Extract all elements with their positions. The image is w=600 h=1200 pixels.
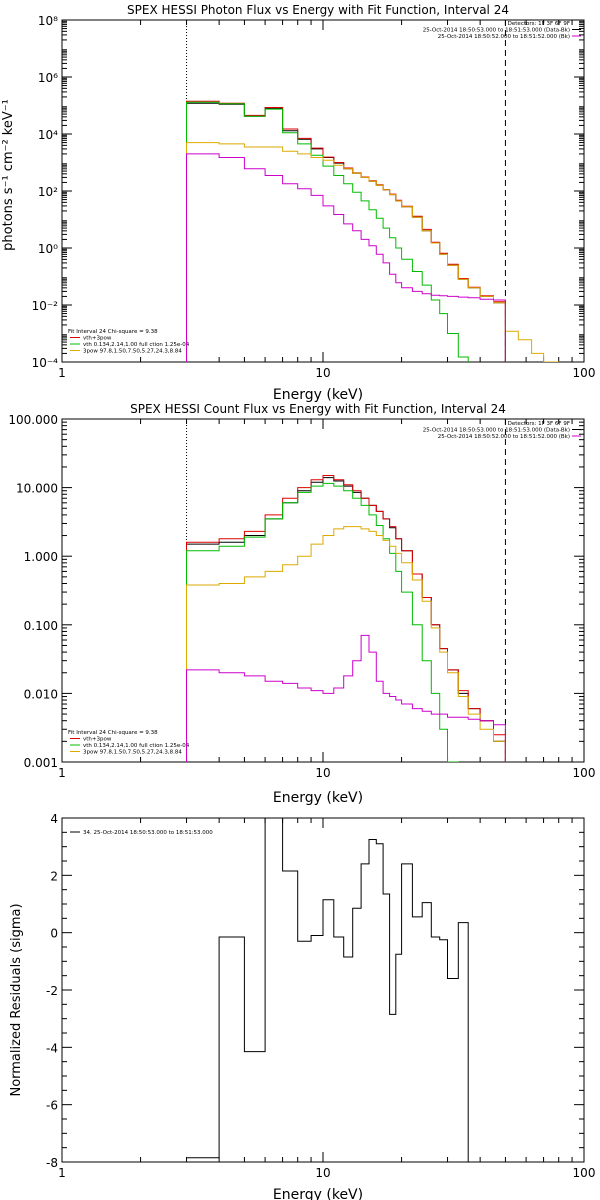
photon-flux-y-tick-label: 10⁴: [38, 128, 58, 142]
count-flux-series-vth: [186, 482, 459, 762]
photon-flux-plot-area: 1 10 100 10⁻⁴ 10⁻² 10⁰ 10² 10⁴ 10⁶ 10⁸: [32, 14, 596, 380]
residuals-xlabel: Energy (keV): [273, 1187, 363, 1200]
photon-flux-legend-text: vth 0.134,2.14,1.00 full ction 1.25e-04: [83, 342, 190, 348]
photon-flux-y-tick-label: 10⁻²: [32, 299, 59, 313]
photon-flux-y-tick-label: 10⁻⁴: [32, 356, 59, 370]
count-flux-series-vth-3pow: [186, 475, 506, 762]
photon-flux-legend: Fit Interval 24 Chi-square = 9.38vth+3po…: [68, 329, 190, 355]
count-flux-y-tick-label: 1.000: [24, 550, 58, 564]
residuals-axes-frame: [61, 817, 585, 1163]
count-flux-title: SPEX HESSI Count Flux vs Energy with Fit…: [130, 402, 506, 416]
count-flux-info-line: 25-Oct-2014 18:50:52.000 to 18:51:52.000…: [438, 434, 570, 440]
photon-flux-series-bk: [186, 153, 506, 362]
residuals-y-tick-label: -6: [46, 1099, 58, 1113]
count-flux-legend-text: Fit Interval 24 Chi-square = 9.38: [68, 730, 158, 736]
count-flux-y-tick-label: 100.000: [8, 413, 58, 427]
photon-flux-y-tick-label: 10⁰: [38, 242, 58, 256]
count-flux-x-tick-label: 10: [315, 766, 330, 780]
photon-flux-legend-text: Fit Interval 24 Chi-square = 9.38: [68, 329, 158, 335]
count-flux-plot-area: 1 10 100 0.001 0.010 0.100 1.000 10.000 100.000: [8, 413, 596, 780]
residuals-x-tick-label: 10: [315, 1166, 330, 1180]
residuals-y-tick-label: 4: [50, 812, 58, 826]
count-flux-x-tick-label: 1: [58, 766, 66, 780]
photon-flux-info-line: Detectors: 1F 3F 6F 9F: [508, 21, 570, 27]
photon-flux-series-3pow: [186, 142, 560, 362]
residuals-x-tick-label: 1: [58, 1166, 66, 1180]
photon-flux-legend-text: vth+3pow: [83, 336, 112, 342]
photon-flux-x-tick-label: 1: [58, 366, 66, 380]
count-flux-legend-text: 3pow 97.8,1.50,7.50,5.27,24.3,8.84: [83, 750, 182, 756]
photon-flux-series-vth-3pow: [186, 100, 506, 362]
count-flux-panel: SPEX HESSI Count Flux vs Energy with Fit…: [8, 402, 596, 806]
count-flux-info-line: 25-Oct-2014 18:50:53.000 to 18:51:53.000…: [423, 428, 570, 434]
residuals-legend: 34. 25-Oct-2014 18:50:53.000 to 18:51:53…: [70, 830, 213, 836]
residuals-series-residuals: [186, 818, 469, 1162]
count-flux-xlabel: Energy (keV): [273, 790, 363, 806]
residuals-x-tick-label: 100: [573, 1166, 596, 1180]
count-flux-legend: Fit Interval 24 Chi-square = 9.38vth+3po…: [68, 730, 190, 756]
photon-flux-series-data-bk: [186, 102, 506, 362]
residuals-y-tick-label: 0: [50, 927, 58, 941]
photon-flux-title: SPEX HESSI Photon Flux vs Energy with Fi…: [127, 3, 509, 17]
photon-flux-series-vth: [186, 101, 469, 362]
count-flux-info-line: Detectors: 1F 3F 6F 9F: [508, 421, 570, 427]
photon-flux-legend-text: 3pow 97.8,1.50,7.50,5.27,24.3,8.84: [83, 349, 182, 355]
photon-flux-panel: SPEX HESSI Photon Flux vs Energy with Fi…: [1, 3, 596, 403]
photon-flux-info-line: 25-Oct-2014 18:50:53.000 to 18:51:53.000…: [423, 28, 570, 34]
count-flux-series-3pow: [186, 526, 506, 762]
photon-flux-y-tick-label: 10²: [38, 185, 58, 199]
residuals-panel: Normalized Residuals (sigma) Energy (keV…: [9, 812, 596, 1200]
residuals-y-tick-label: -4: [46, 1041, 58, 1055]
photon-flux-y-tick-label: 10⁶: [38, 71, 58, 85]
count-flux-legend-text: vth 0.134,2.14,1.00 full ction 1.25e-04: [83, 743, 190, 749]
count-flux-x-tick-label: 100: [573, 766, 596, 780]
count-flux-y-tick-label: 0.001: [24, 756, 58, 770]
residuals-ylabel: Normalized Residuals (sigma): [9, 903, 24, 1096]
residuals-legend-text: 34. 25-Oct-2014 18:50:53.000 to 18:51:53…: [83, 830, 213, 836]
count-flux-legend-text: vth+3pow: [83, 737, 112, 743]
photon-flux-xlabel: Energy (keV): [273, 387, 363, 403]
count-flux-y-tick-label: 0.010: [24, 687, 58, 701]
count-flux-series-bk: [186, 634, 506, 762]
count-flux-y-tick-label: 10.000: [16, 482, 58, 496]
residuals-y-tick-label: -8: [46, 1156, 58, 1170]
count-flux-y-tick-label: 0.100: [24, 619, 58, 633]
photon-flux-y-tick-label: 10⁸: [38, 14, 58, 28]
photon-flux-x-tick-label: 10: [315, 366, 330, 380]
photon-flux-x-tick-label: 100: [573, 366, 596, 380]
residuals-y-tick-label: 2: [50, 869, 58, 883]
photon-flux-info-line: 25-Oct-2014 18:50:52.000 to 18:51:52.000…: [438, 34, 570, 40]
residuals-plot-area: 1 10 100 -8 -6 -4 -2 0 2 4: [46, 812, 596, 1180]
photon-flux-ylabel: photons s⁻¹ cm⁻² keV⁻¹: [1, 99, 16, 251]
residuals-y-tick-label: -2: [46, 984, 58, 998]
